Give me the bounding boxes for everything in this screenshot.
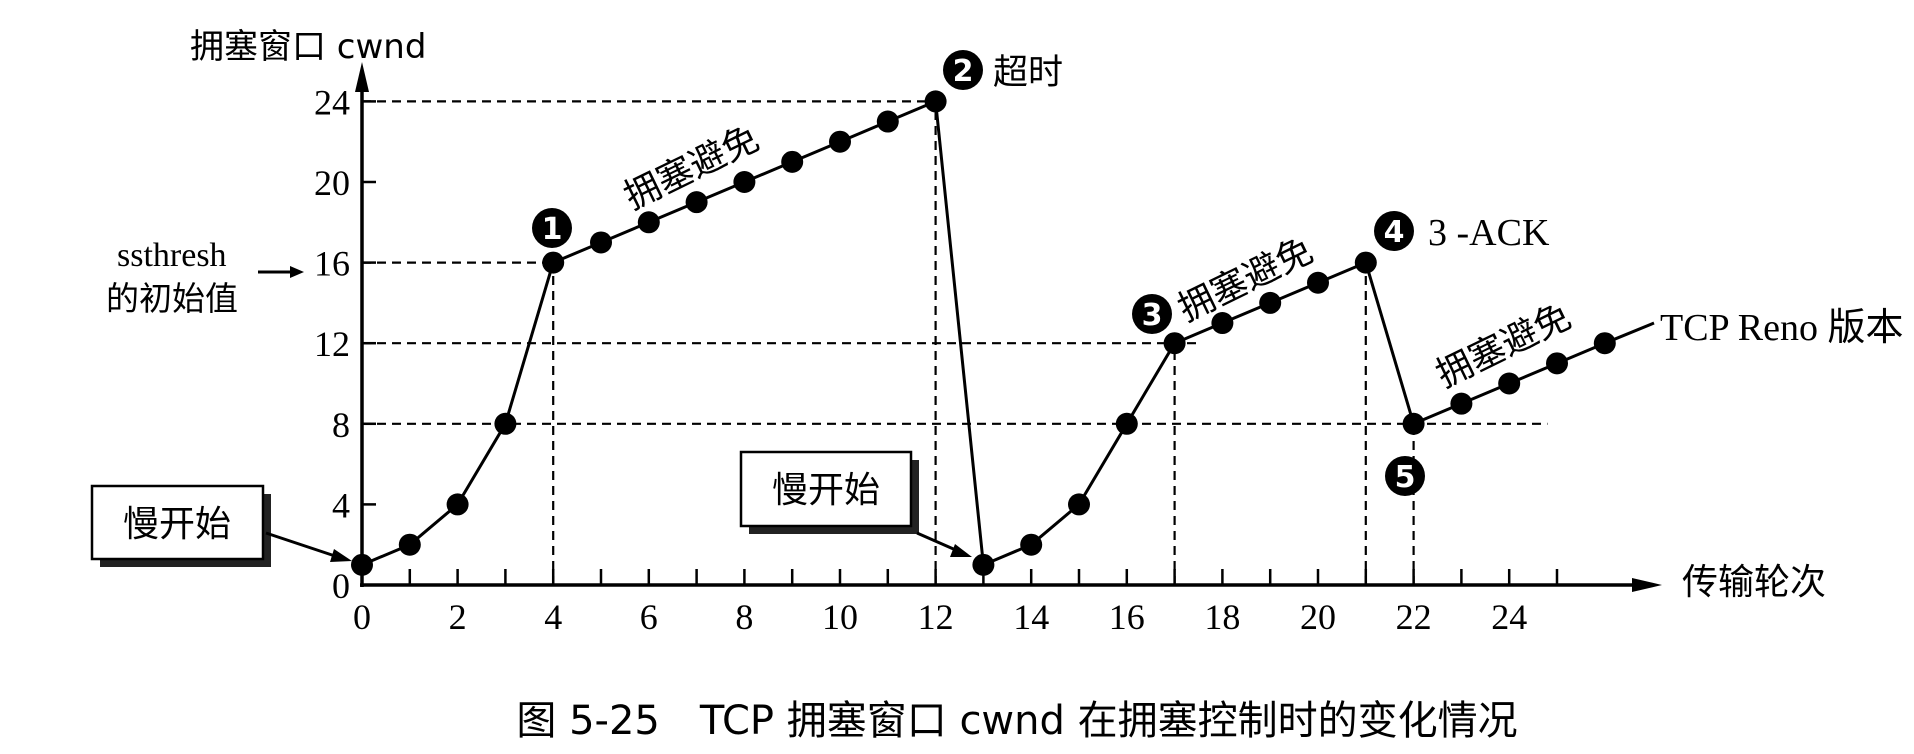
badge-1-icon: 1: [532, 208, 572, 248]
y-tick-label: 20: [314, 163, 350, 203]
timeout-label: 超时: [993, 53, 1063, 93]
data-point: [494, 412, 517, 435]
numbered-badges: 1 2 3 4 5: [532, 50, 1425, 496]
x-tick-label: 22: [1396, 597, 1432, 637]
data-point: [1115, 412, 1138, 435]
data-point: [1020, 533, 1043, 556]
y-tick-label: 16: [314, 244, 350, 284]
x-tick-label: 8: [735, 597, 753, 637]
reference-dashed-lines: [362, 100, 1548, 585]
data-point: [446, 493, 469, 516]
x-tick-label: 24: [1491, 597, 1527, 637]
x-tick-label: 20: [1300, 597, 1336, 637]
badge-3-icon: 3: [1132, 294, 1172, 334]
ssthresh-initial-value-label: 的初始值: [106, 279, 238, 318]
data-point: [1354, 251, 1377, 274]
y-tick-label: 4: [332, 485, 350, 525]
svg-text:2: 2: [953, 54, 974, 89]
data-point: [1163, 332, 1186, 355]
badge-5-icon: 5: [1385, 456, 1425, 496]
slow-start-arrow-2-icon: [916, 531, 972, 557]
data-point: [1593, 332, 1616, 355]
ssthresh-arrow-icon: [258, 266, 304, 278]
data-point: [1211, 312, 1234, 335]
data-point: [1402, 412, 1425, 435]
data-point: [1498, 372, 1521, 395]
data-point: [351, 553, 373, 576]
x-tick-label: 10: [822, 597, 858, 637]
x-tick-label: 18: [1204, 597, 1240, 637]
data-point: [1259, 291, 1282, 314]
cwnd-series: [351, 90, 1655, 576]
tcp-reno-label: TCP Reno 版本: [1660, 307, 1904, 349]
data-point: [924, 90, 947, 113]
y-tick-label: 24: [314, 82, 350, 122]
y-tick-label: 12: [314, 324, 350, 364]
badge-2-icon: 2: [943, 50, 983, 90]
slow-start-arrow-1-icon: [265, 531, 352, 562]
congestion-avoidance-label-2: 拥塞避免: [1172, 230, 1319, 330]
data-point: [781, 150, 804, 173]
x-tick-label: 0: [353, 597, 371, 637]
three-ack-label: 3 -ACK: [1428, 212, 1550, 254]
x-tick-label: 2: [449, 597, 467, 637]
ssthresh-label: ssthresh: [117, 237, 227, 274]
y-tick-label: 0: [332, 566, 350, 606]
slow-start-label-2: 慢开始: [772, 470, 880, 511]
data-point: [733, 171, 756, 193]
data-point: [1450, 392, 1473, 415]
data-point: [1546, 352, 1568, 375]
badge-4-icon: 4: [1374, 211, 1414, 251]
data-point: [542, 251, 565, 274]
data-point: [398, 533, 421, 556]
y-tick-label: 8: [332, 405, 350, 445]
slow-start-box-2: 慢开始: [739, 450, 919, 534]
x-tick-label: 6: [640, 597, 658, 637]
slow-start-box-1: 慢开始: [90, 484, 271, 567]
x-axis-title: 传输轮次: [1682, 562, 1826, 603]
data-point: [1307, 271, 1329, 294]
data-point: [590, 231, 612, 254]
x-tick-label: 4: [544, 597, 562, 637]
svg-text:4: 4: [1384, 215, 1405, 250]
x-tick-label: 16: [1109, 597, 1145, 637]
svg-text:5: 5: [1395, 460, 1416, 495]
data-point: [829, 130, 851, 153]
data-point: [1068, 493, 1090, 516]
y-axis-title: 拥塞窗口 cwnd: [190, 27, 426, 67]
svg-text:3: 3: [1142, 298, 1163, 333]
svg-text:1: 1: [542, 212, 563, 247]
slow-start-label-1: 慢开始: [123, 504, 231, 545]
x-axis-arrow-icon: [1632, 578, 1662, 592]
x-tick-label: 12: [918, 597, 954, 637]
cwnd-polyline: [361, 99, 1606, 567]
y-axis-arrow-icon: [355, 62, 369, 92]
data-point: [685, 191, 708, 214]
figure-caption: 图 5-25 TCP 拥塞窗口 cwnd 在拥塞控制时的变化情况: [516, 698, 1517, 744]
data-point: [876, 110, 899, 133]
data-point: [637, 211, 660, 234]
x-tick-label: 14: [1013, 597, 1049, 637]
data-point: [972, 553, 995, 576]
